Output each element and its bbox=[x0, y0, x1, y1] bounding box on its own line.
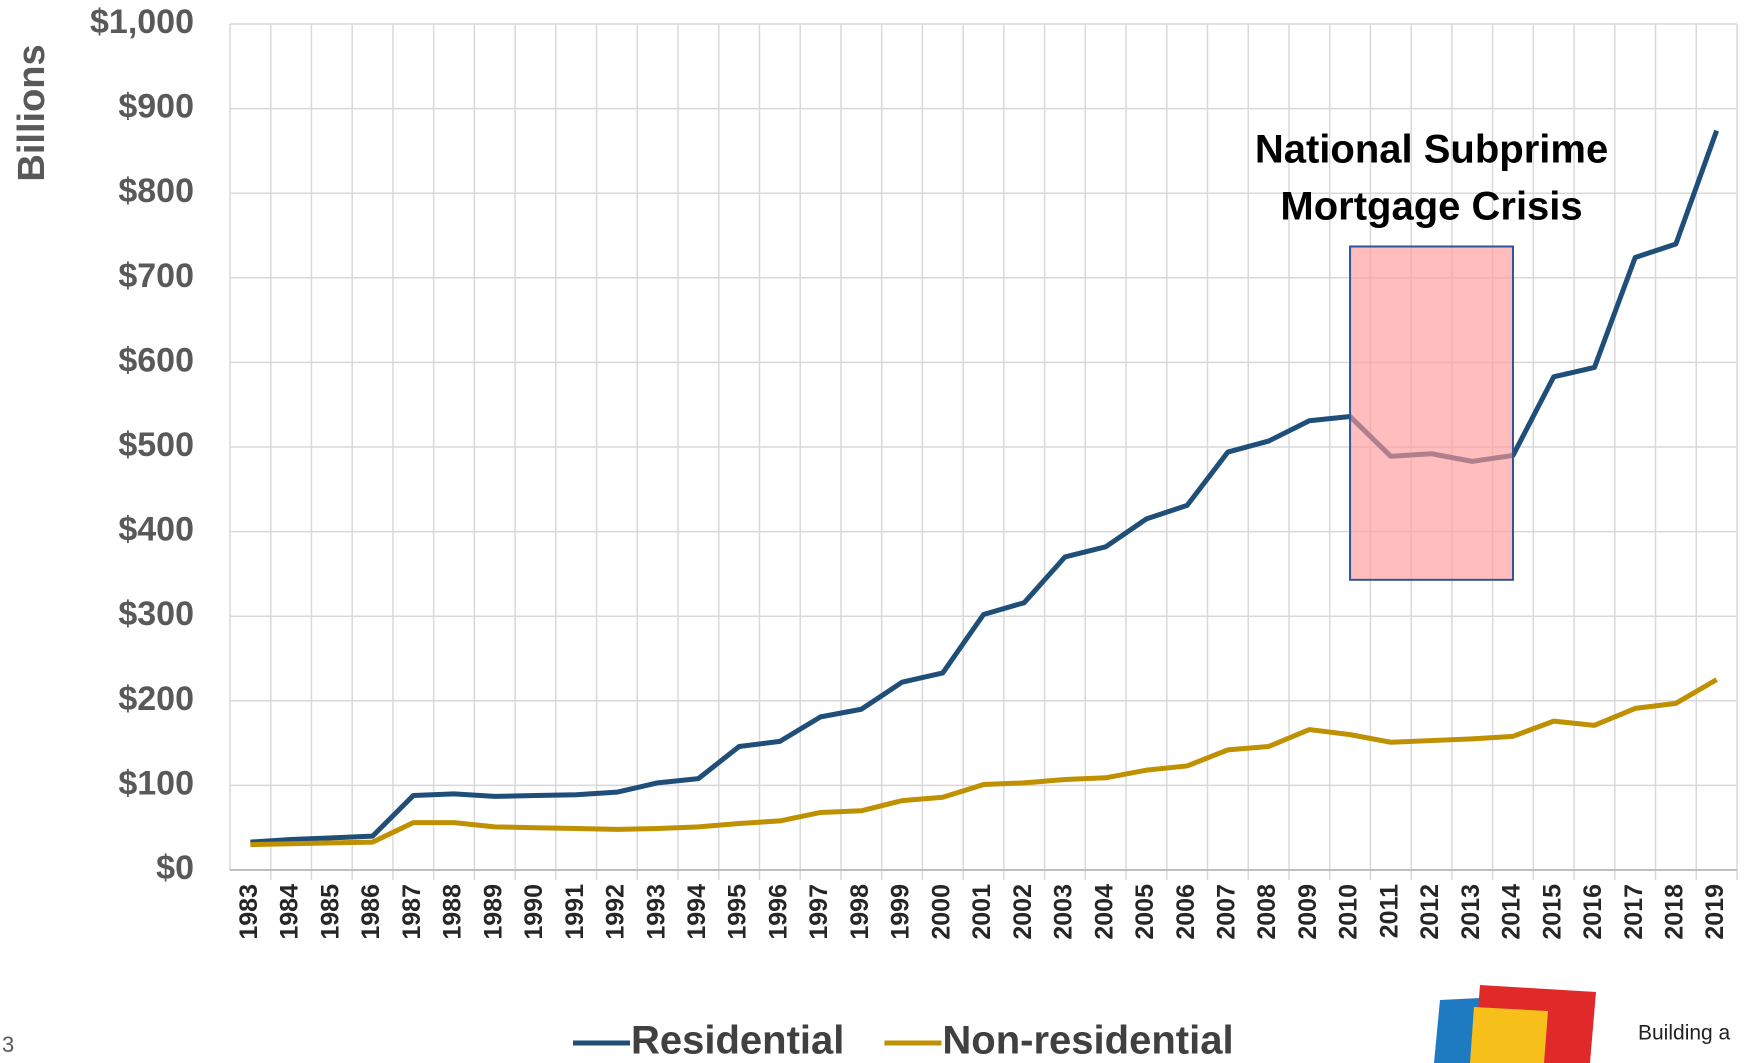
y-tick-label: $400 bbox=[118, 511, 194, 549]
legend-label: Non-residential bbox=[942, 1019, 1233, 1063]
y-tick-label: $300 bbox=[118, 595, 194, 633]
x-tick-label: 2009 bbox=[1294, 884, 1322, 940]
y-tick-label: $900 bbox=[118, 88, 194, 126]
y-tick-label: $0 bbox=[156, 849, 194, 887]
y-tick-label: $800 bbox=[118, 172, 194, 210]
x-tick-label: 1996 bbox=[764, 884, 792, 940]
y-axis-label: Billions bbox=[11, 44, 53, 181]
x-tick-label: 2015 bbox=[1538, 884, 1566, 940]
y-tick-label: $1,000 bbox=[90, 3, 194, 41]
annotation-box bbox=[1349, 245, 1514, 581]
x-tick-label: 2012 bbox=[1416, 884, 1444, 940]
y-tick-label: $100 bbox=[118, 764, 194, 802]
x-tick-label: 1993 bbox=[642, 884, 670, 940]
y-tick-label: $600 bbox=[118, 341, 194, 379]
x-tick-label: 2016 bbox=[1579, 884, 1607, 940]
annotation-text: National Subprime bbox=[1255, 128, 1608, 172]
x-tick-label: 1990 bbox=[520, 884, 548, 940]
x-tick-label: 1999 bbox=[887, 884, 915, 940]
annotation-text: Mortgage Crisis bbox=[1280, 185, 1582, 229]
x-tick-label: 2001 bbox=[968, 884, 996, 940]
x-tick-label: 2005 bbox=[1131, 884, 1159, 940]
y-tick-label: $200 bbox=[118, 680, 194, 718]
x-tick-label: 2002 bbox=[1009, 884, 1037, 940]
legend: Residential Non-residential bbox=[573, 1019, 1234, 1063]
x-tick-label: 2018 bbox=[1661, 884, 1689, 940]
x-tick-label: 1989 bbox=[479, 884, 507, 940]
logo-yellow bbox=[1470, 1007, 1548, 1063]
x-tick-label: 1986 bbox=[357, 884, 385, 940]
x-tick-label: 1997 bbox=[805, 884, 833, 940]
logo-text: Building a bbox=[1638, 1022, 1731, 1045]
series-line bbox=[250, 677, 1718, 848]
x-tick-label: 1991 bbox=[561, 884, 589, 940]
x-tick-label: 1984 bbox=[276, 884, 304, 940]
x-tick-label: 1998 bbox=[846, 884, 874, 940]
legend-label: Residential bbox=[631, 1019, 844, 1063]
x-tick-label: 2019 bbox=[1701, 884, 1729, 940]
x-tick-label: 2004 bbox=[1090, 884, 1118, 940]
x-tick-label: 2007 bbox=[1212, 884, 1240, 940]
x-tick-label: 2003 bbox=[1050, 884, 1078, 940]
y-tick-label: $500 bbox=[118, 426, 194, 464]
x-tick-label: 2013 bbox=[1457, 884, 1485, 940]
x-tick-label: 2011 bbox=[1375, 884, 1403, 938]
x-tick-label: 2000 bbox=[927, 884, 955, 940]
x-tick-label: 1983 bbox=[235, 884, 263, 940]
x-tick-label: 2008 bbox=[1253, 884, 1281, 940]
x-tick-label: 2014 bbox=[1498, 884, 1526, 940]
x-tick-label: 1994 bbox=[683, 884, 711, 940]
x-tick-label: 1995 bbox=[724, 884, 752, 940]
logo bbox=[1434, 985, 1596, 1063]
x-tick-label: 2006 bbox=[1172, 884, 1200, 940]
x-tick-label: 1985 bbox=[316, 884, 344, 940]
y-tick-label: $700 bbox=[118, 257, 194, 295]
x-tick-label: 1988 bbox=[439, 884, 467, 940]
x-tick-label: 1987 bbox=[398, 884, 426, 940]
x-tick-label: 2017 bbox=[1620, 884, 1648, 940]
page-number: 3 bbox=[2, 1032, 14, 1057]
x-tick-label: 1992 bbox=[602, 884, 630, 940]
x-tick-label: 2010 bbox=[1335, 884, 1363, 940]
